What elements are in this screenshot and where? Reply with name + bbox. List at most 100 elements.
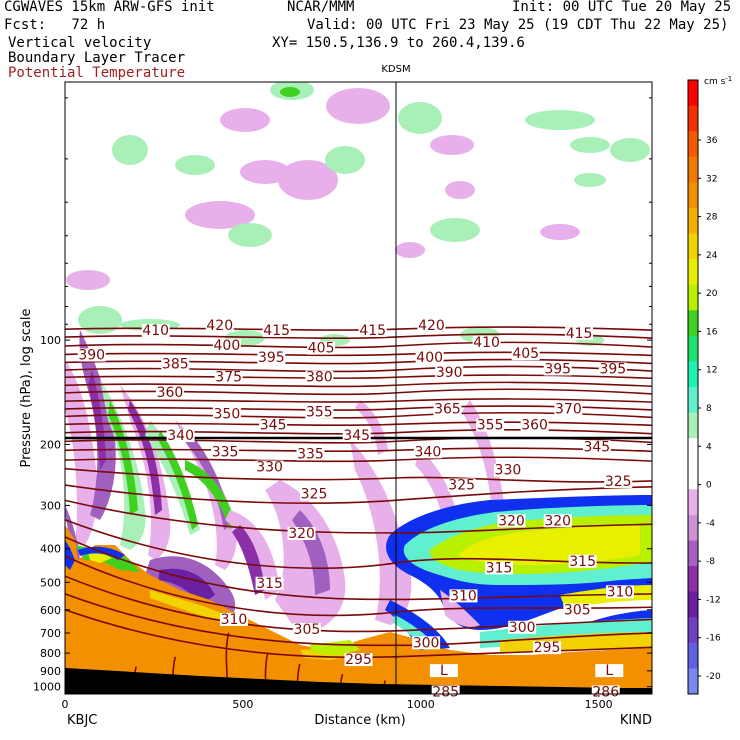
theta-label-bg: [296, 447, 325, 461]
theta-label: 315: [256, 576, 283, 592]
theta-label: 305: [564, 602, 591, 618]
theta-label: 285: [432, 684, 459, 700]
colorbar-swatch: [688, 156, 698, 183]
theta-label-bg: [563, 603, 592, 617]
y-tick-label: 200: [40, 438, 61, 451]
model-title: CGWAVES 15km ARW-GFS init: [4, 0, 215, 15]
theta-label-bg: [431, 685, 460, 699]
colorbar-swatch: [688, 207, 698, 234]
colorbar-swatch: [688, 489, 698, 516]
theta-label: 300: [509, 620, 536, 636]
theta-label: 360: [521, 418, 548, 434]
theta-label-bg: [257, 351, 286, 365]
x-axis-label: Distance (km): [314, 713, 405, 728]
colorbar-tick-label: 36: [706, 136, 718, 146]
theta-label-bg: [300, 487, 329, 501]
colorbar-swatch: [688, 642, 698, 669]
theta-label: 335: [212, 444, 239, 460]
colorbar-tick-label: 24: [706, 251, 718, 261]
theta-label-bg: [485, 561, 514, 575]
theta-label: 380: [306, 370, 333, 386]
theta-label: 300: [413, 635, 440, 651]
colorbar-tick-label: -16: [706, 634, 721, 644]
theta-label: 320: [498, 513, 525, 529]
theta-label: 345: [260, 418, 287, 434]
org-label: NCAR/MMM: [287, 0, 355, 15]
theta-label-bg: [212, 338, 241, 352]
theta-label: 420: [418, 318, 445, 334]
theta-label: 370: [555, 402, 582, 418]
theta-label: 410: [473, 335, 500, 351]
theta-label-bg: [533, 641, 562, 655]
field-boundary-layer-tracer: Boundary Layer Tracer: [8, 50, 186, 66]
theta-label-bg: [358, 323, 387, 337]
x-tick-label: 1500: [585, 698, 613, 711]
theta-label: 340: [415, 444, 442, 460]
colorbar-swatch: [688, 259, 698, 286]
colorbar-tick-label: 20: [706, 289, 718, 299]
theta-label-bg: [219, 612, 248, 626]
colorbar-swatch: [688, 387, 698, 414]
theta-label: 310: [450, 588, 477, 604]
upper-vertical-velocity: [66, 82, 650, 346]
theta-label-bg: [604, 475, 633, 489]
theta-label-bg: [161, 357, 190, 371]
theta-contour: [65, 484, 652, 504]
terrain: [65, 668, 652, 694]
theta-label-bg: [595, 664, 624, 678]
colorbar-swatch: [688, 105, 698, 132]
colorbar-swatch: [688, 335, 698, 362]
theta-label: 410: [142, 323, 169, 339]
colorbar-swatch: [688, 617, 698, 644]
theta-label: 310: [607, 584, 634, 600]
y-tick-label: 500: [40, 576, 61, 589]
theta-label-bg: [155, 386, 184, 400]
colorbar-tick-label: 32: [706, 174, 717, 184]
theta-label-bg: [476, 418, 505, 432]
init-time: Init: 00 UTC Tue 20 May 25: [512, 0, 732, 15]
theta-label-bg: [141, 323, 170, 337]
theta-label-bg: [287, 527, 316, 541]
theta-label: 325: [301, 487, 328, 503]
forecast-hour: Fcst: 72 h: [4, 17, 106, 33]
theta-contour: [65, 374, 652, 380]
theta-label-bg: [344, 653, 373, 667]
colorbar-swatch: [688, 284, 698, 311]
theta-label: 395: [599, 361, 626, 377]
colorbar-swatch: [688, 182, 698, 209]
y-axis: 100 200 300 400 500 600 700 800 900 1000: [33, 97, 652, 694]
x-axis: 0 500 1000 1500: [62, 689, 613, 711]
theta-label: 385: [162, 357, 189, 373]
theta-label-bg: [493, 463, 522, 477]
theta-label: 355: [477, 418, 504, 434]
colorbar-tick-label: 16: [706, 327, 718, 337]
theta-label: 375: [215, 370, 242, 386]
theta-label: 320: [544, 513, 571, 529]
theta-contour: [65, 333, 652, 340]
x-tick-label: 500: [232, 698, 253, 711]
field-vertical-velocity: Vertical velocity: [8, 35, 152, 51]
theta-label: 325: [605, 474, 632, 490]
theta-contour: [65, 555, 652, 617]
theta-label: 395: [258, 350, 285, 366]
theta-contour: [65, 575, 652, 633]
theta-label: 365: [434, 402, 461, 418]
theta-label: 355: [306, 404, 333, 420]
x-tick-label: 1000: [407, 698, 435, 711]
theta-label-bg: [214, 370, 243, 384]
theta-label: 345: [583, 439, 610, 455]
theta-label-bg: [412, 636, 441, 650]
theta-label: 345: [343, 428, 370, 444]
valid-time: Valid: 00 UTC Fri 23 May 25 (19 CDT Thu …: [307, 17, 729, 33]
theta-label-bg: [342, 429, 371, 443]
colorbar-swatch: [688, 438, 698, 465]
theta-label: 330: [495, 463, 522, 479]
theta-label: 400: [416, 350, 443, 366]
y-tick-label: 400: [40, 543, 61, 556]
y-tick-label: 600: [40, 604, 61, 617]
colorbar-tick-label: -20: [706, 672, 721, 682]
theta-contour: [65, 499, 652, 534]
colorbar-swatch: [688, 131, 698, 158]
theta-label-bg: [565, 327, 594, 341]
theta-label-bg: [429, 664, 458, 678]
